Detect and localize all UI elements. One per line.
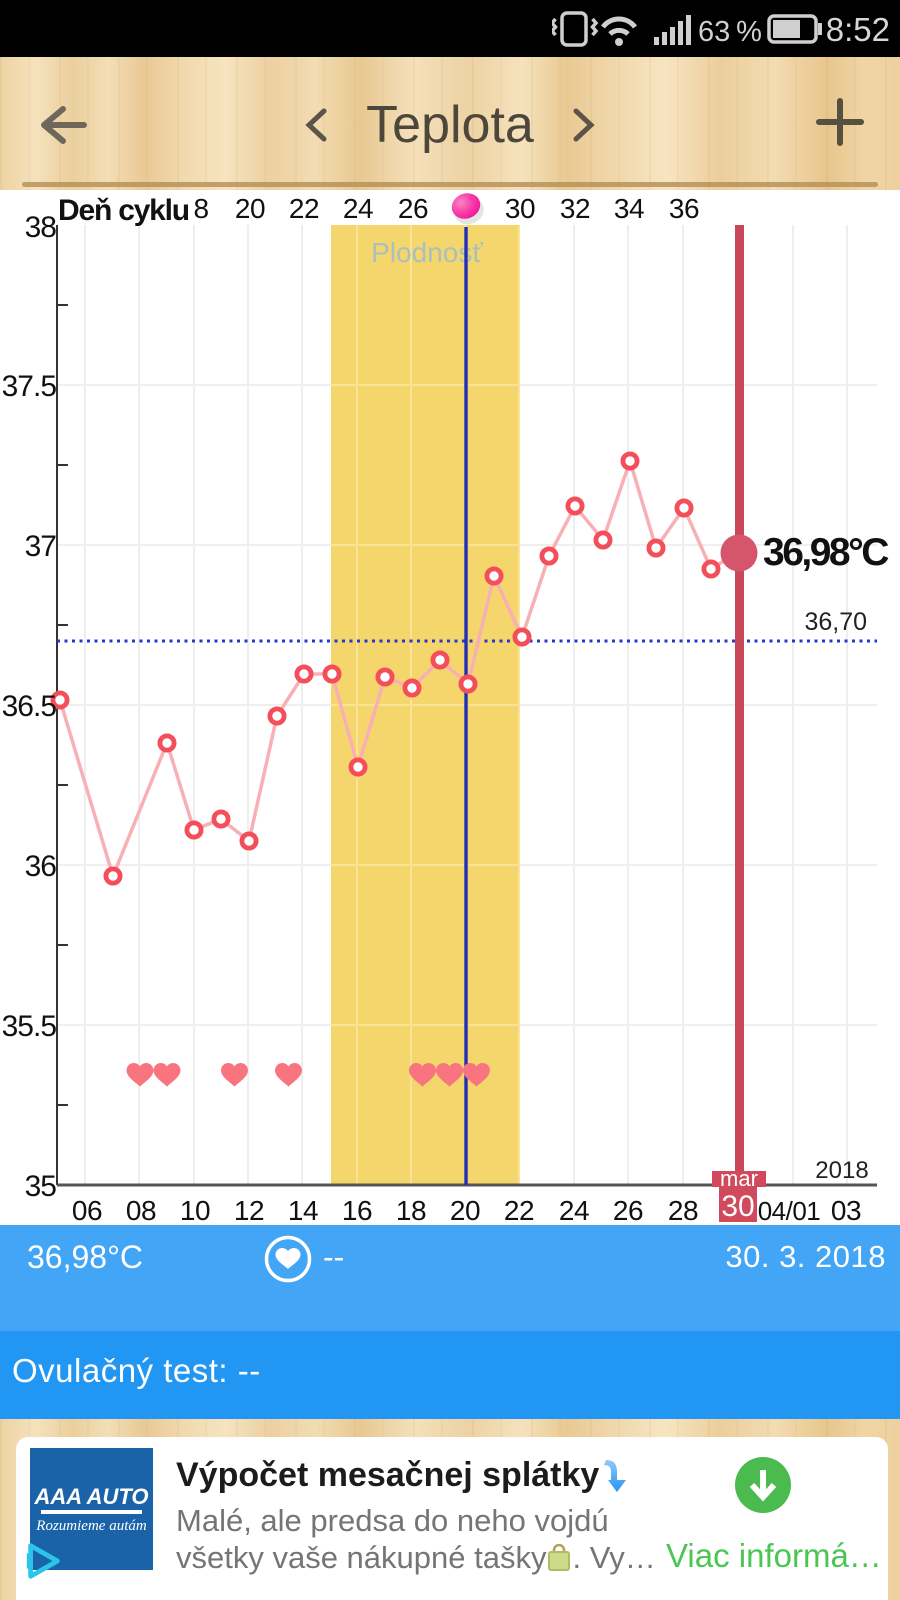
svg-text:mar: mar [720,1166,758,1191]
svg-text:35.5: 35.5 [2,1010,57,1043]
svg-text:18: 18 [396,1195,426,1225]
svg-text:36: 36 [669,193,699,224]
svg-text:12: 12 [234,1195,264,1225]
svg-text:30: 30 [721,1190,754,1223]
svg-text:26: 26 [398,193,428,224]
svg-text:26: 26 [613,1195,643,1225]
svg-text:8:52: 8:52 [826,11,890,48]
svg-text:14: 14 [288,1195,318,1225]
svg-text:06: 06 [72,1195,102,1225]
svg-text:22: 22 [289,193,319,224]
svg-text:36,70: 36,70 [804,608,867,636]
svg-text:28: 28 [668,1195,698,1225]
svg-text:36.5: 36.5 [2,690,57,723]
svg-text:8: 8 [193,193,208,224]
svg-text:2018: 2018 [815,1157,868,1184]
svg-text:63 %: 63 % [698,16,762,48]
svg-text:20: 20 [450,1195,480,1225]
svg-text:24: 24 [343,193,373,224]
svg-text:04/01: 04/01 [758,1196,821,1225]
svg-text:37: 37 [25,530,57,563]
svg-text:36,98°C: 36,98°C [763,531,889,574]
svg-text:16: 16 [342,1195,372,1225]
svg-text:37.5: 37.5 [2,370,57,403]
svg-text:24: 24 [559,1195,589,1225]
svg-text:36: 36 [25,850,57,883]
svg-text:22: 22 [504,1195,534,1225]
svg-text:34: 34 [614,193,644,224]
svg-text:38: 38 [25,211,57,244]
svg-text:32: 32 [560,193,590,224]
svg-text:Deň cyklu: Deň cyklu [58,194,189,227]
svg-text:08: 08 [126,1195,156,1225]
svg-text:30: 30 [505,193,535,224]
svg-text:35: 35 [25,1170,57,1203]
svg-text:10: 10 [180,1195,210,1225]
svg-text:03: 03 [831,1195,861,1225]
svg-text:20: 20 [235,193,265,224]
